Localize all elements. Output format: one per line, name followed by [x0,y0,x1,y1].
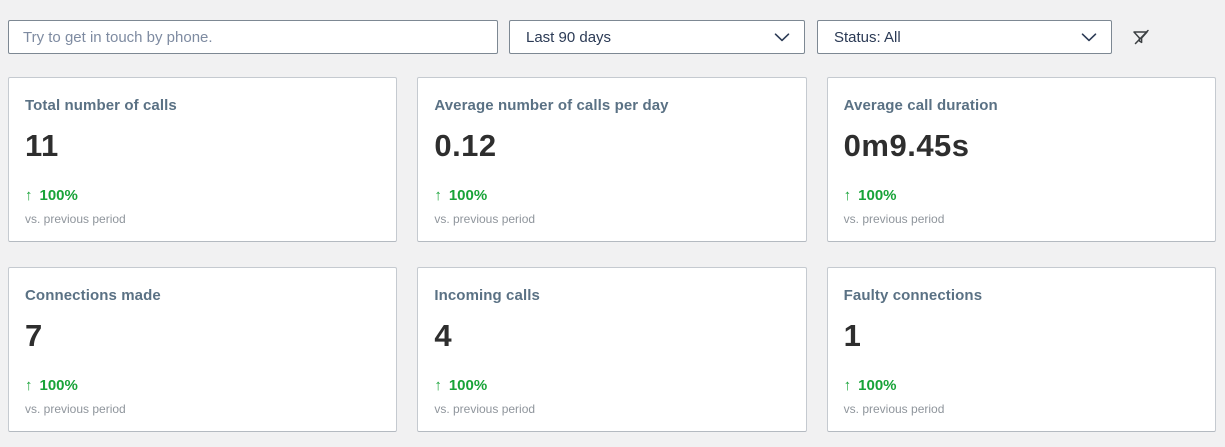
clear-filters-button[interactable] [1123,22,1159,52]
card-title: Incoming calls [434,287,540,304]
card-title: Average number of calls per day [434,97,669,114]
card-value: 4 [434,318,453,353]
card-comparison: vs. previous period [843,402,945,416]
card-trend: ↑ 100% [25,377,378,394]
chevron-down-icon [1081,32,1097,42]
card-title: Total number of calls [25,97,177,114]
trend-up-arrow-icon: ↑ [434,187,442,204]
card-value: 0.12 [434,128,497,163]
card-trend: ↑ 100% [25,187,378,204]
trend-percent: 100% [858,377,897,394]
trend-percent: 100% [448,187,488,204]
card-value: 1 [843,318,862,353]
stat-card-incoming-calls: Incoming calls 4 ↑ 100% vs. previous per… [417,267,807,432]
date-range-dropdown[interactable]: Last 90 days [509,20,805,54]
stat-card-connections-made: Connections made 7 ↑ 100% vs. previous p… [8,267,398,432]
card-trend: ↑ 100% [844,187,1197,204]
status-dropdown[interactable]: Status: All [817,20,1112,54]
card-comparison: vs. previous period [843,212,945,226]
trend-up-arrow-icon: ↑ [434,377,442,394]
trend-percent: 100% [39,187,78,204]
card-comparison: vs. previous period [434,212,536,226]
card-title: Faulty connections [843,287,983,304]
stat-card-total-calls: Total number of calls 11 ↑ 100% vs. prev… [8,77,398,242]
trend-up-arrow-icon: ↑ [25,377,33,394]
stat-card-faulty-connections: Faulty connections 1 ↑ 100% vs. previous… [826,267,1216,432]
card-trend: ↑ 100% [434,377,787,394]
stats-grid: Total number of calls 11 ↑ 100% vs. prev… [8,77,1216,432]
card-trend: ↑ 100% [844,377,1197,394]
card-trend: ↑ 100% [434,187,787,204]
trend-percent: 100% [858,187,897,204]
date-range-value: Last 90 days [526,28,612,46]
card-comparison: vs. previous period [434,402,536,416]
trend-up-arrow-icon: ↑ [843,187,852,204]
trend-percent: 100% [39,377,78,394]
filter-clear-icon [1130,26,1152,48]
trend-percent: 100% [448,377,488,394]
card-value: 0m9.45s [843,128,970,163]
stat-card-avg-calls-per-day: Average number of calls per day 0.12 ↑ 1… [417,77,807,242]
status-value: Status: All [834,28,901,46]
card-title: Connections made [25,287,161,304]
stat-card-avg-call-duration: Average call duration 0m9.45s ↑ 100% vs.… [826,77,1216,242]
card-comparison: vs. previous period [25,212,126,226]
card-value: 7 [25,318,43,353]
trend-up-arrow-icon: ↑ [25,187,33,204]
card-comparison: vs. previous period [25,402,126,416]
card-title: Average call duration [843,97,998,114]
card-value: 11 [25,128,59,163]
chevron-down-icon [774,32,790,42]
search-input[interactable] [8,20,498,54]
trend-up-arrow-icon: ↑ [843,377,852,394]
